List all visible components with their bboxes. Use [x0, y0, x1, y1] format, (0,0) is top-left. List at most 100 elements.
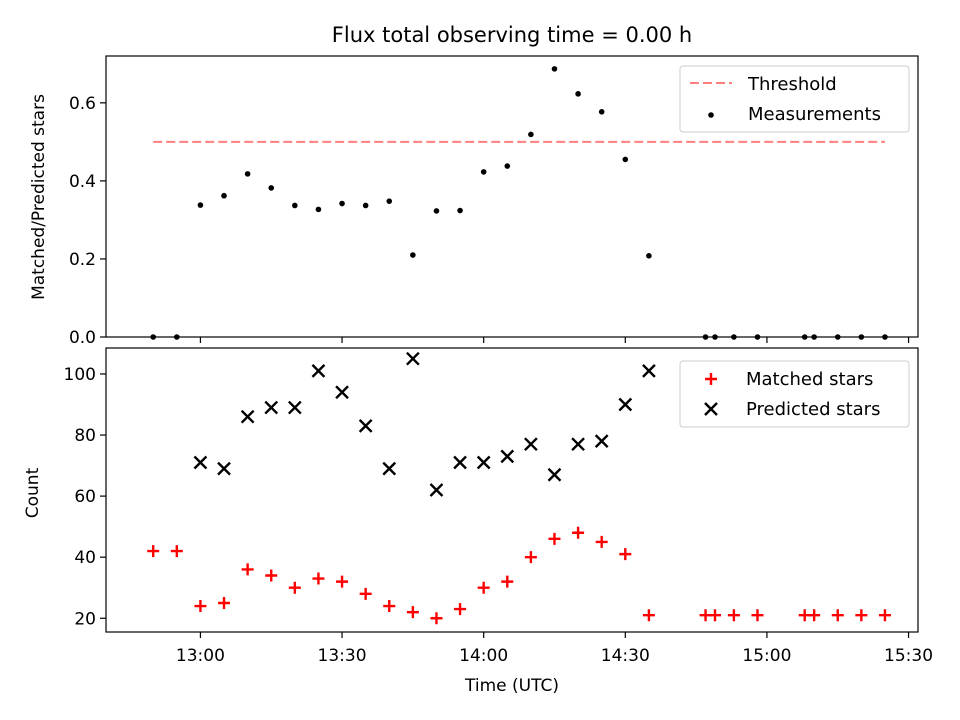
- matched-star-point: [147, 545, 160, 558]
- count-y-tick-label: 40: [74, 548, 96, 568]
- measurement-point: [292, 202, 298, 209]
- matched-star-point: [727, 609, 740, 622]
- matched-star-point: [383, 600, 396, 613]
- legend-threshold-label: Threshold: [747, 74, 837, 95]
- x-axis-label: Time (UTC): [464, 676, 559, 696]
- measurement-point: [622, 156, 629, 163]
- predicted-star-point: [618, 397, 633, 412]
- measurement-point: [754, 334, 761, 340]
- matched-star-point: [359, 587, 372, 600]
- ratio-x-ticks: [199, 337, 910, 343]
- matched-star-point: [878, 609, 891, 622]
- matched-star-point: [831, 609, 844, 622]
- count-y-axis-label: Count: [23, 467, 43, 518]
- matched-star-point: [619, 548, 632, 561]
- ratio-y-ticks: 0.0 0.2 0.4 0.6: [69, 94, 106, 348]
- matched-star-point: [430, 612, 443, 625]
- matched-star-point: [218, 596, 231, 609]
- legend-predicted-label: Predicted stars: [746, 399, 880, 420]
- measurement-point: [712, 334, 718, 340]
- ratio-y-tick-label: 0.4: [69, 172, 96, 192]
- predicted-star-point: [193, 455, 208, 470]
- matched-star-point: [572, 526, 585, 539]
- measurement-point: [882, 334, 888, 340]
- measurement-point: [528, 131, 534, 138]
- count-y-tick-label: 20: [74, 609, 96, 629]
- measurement-point: [386, 198, 393, 204]
- matched-star-point: [265, 569, 278, 582]
- matched-star-point: [595, 535, 608, 548]
- measurement-point: [457, 207, 463, 214]
- predicted-star-point: [571, 437, 585, 452]
- legend-matched-label: Matched stars: [746, 369, 873, 390]
- matched-star-point: [751, 609, 764, 622]
- count-y-tick-label: 80: [74, 426, 96, 446]
- matched-star-point: [336, 575, 349, 588]
- ratio-y-tick-label: 0.6: [69, 94, 96, 114]
- count-points: [147, 351, 891, 625]
- ratio-y-axis-label: Matched/Predicted stars: [29, 94, 49, 300]
- count-x-tick-label: 15:00: [742, 646, 791, 666]
- ratio-plot-frame: [105, 55, 919, 338]
- ratio-y-tick-label: 0.2: [69, 250, 96, 270]
- matched-star-point: [709, 609, 721, 622]
- measurement-point: [362, 202, 369, 209]
- predicted-star-point: [594, 434, 609, 448]
- predicted-star-point: [547, 467, 562, 482]
- ratio-y-tick-label: 0.0: [69, 328, 96, 348]
- matched-star-point: [642, 609, 655, 622]
- count-legend-box: [679, 360, 910, 428]
- measurement-point: [551, 66, 558, 72]
- measurement-point: [268, 185, 275, 191]
- matched-star-point: [406, 606, 419, 619]
- matched-star-point: [312, 572, 325, 585]
- count-plot-frame: [105, 347, 919, 633]
- matched-star-point: [288, 581, 301, 594]
- ratio-panel: 0.0 0.2 0.4 0.6 Matched/Predicted stars Thr…: [29, 55, 919, 348]
- count-x-tick-label: 15:30: [884, 646, 933, 666]
- predicted-star-point: [311, 364, 326, 378]
- predicted-star-point: [476, 455, 491, 470]
- predicted-star-point: [240, 409, 255, 424]
- count-x-tick-label: 14:00: [459, 646, 508, 666]
- matched-star-point: [477, 581, 490, 594]
- predicted-star-point: [429, 483, 444, 497]
- predicted-star-point: [642, 364, 656, 378]
- matched-star-point: [241, 563, 254, 576]
- matched-star-point: [855, 609, 868, 622]
- matched-star-point: [501, 575, 514, 588]
- measurement-point: [811, 334, 817, 340]
- measurement-point: [834, 334, 841, 340]
- predicted-star-point: [382, 461, 397, 476]
- measurement-point: [221, 192, 227, 199]
- matched-star-point: [808, 609, 821, 622]
- measurement-point: [315, 206, 322, 213]
- count-y-ticks: 20 40 60 80 100: [64, 365, 106, 629]
- matched-star-point: [454, 603, 467, 616]
- predicted-star-point: [500, 449, 515, 464]
- count-x-tick-label: 14:30: [601, 646, 650, 666]
- measurement-point: [646, 253, 652, 259]
- predicted-star-point: [358, 419, 373, 433]
- matched-star-point: [548, 532, 561, 545]
- predicted-star-point: [524, 437, 538, 452]
- measurement-point: [480, 169, 487, 175]
- measurement-point: [150, 334, 157, 340]
- ratio-legend: Threshold Measurements: [679, 65, 910, 133]
- predicted-star-point: [287, 400, 302, 415]
- legend-measurement-label: Measurements: [748, 104, 881, 125]
- measurement-point: [339, 200, 345, 207]
- measurement-point: [858, 334, 865, 340]
- predicted-star-point: [335, 385, 349, 400]
- count-y-tick-label: 60: [74, 487, 96, 507]
- measurement-point: [575, 91, 581, 97]
- measurement-point: [197, 202, 204, 208]
- count-y-tick-label: 100: [64, 365, 96, 385]
- legend-predicted-swatch: [704, 402, 718, 416]
- measurement-points: [150, 66, 888, 340]
- measurement-point: [410, 252, 416, 258]
- measurement-point: [801, 334, 808, 340]
- chart-title: Flux total observing time = 0.00 h: [332, 23, 692, 47]
- legend-measurement-swatch: [708, 112, 714, 118]
- predicted-star-point: [453, 455, 467, 470]
